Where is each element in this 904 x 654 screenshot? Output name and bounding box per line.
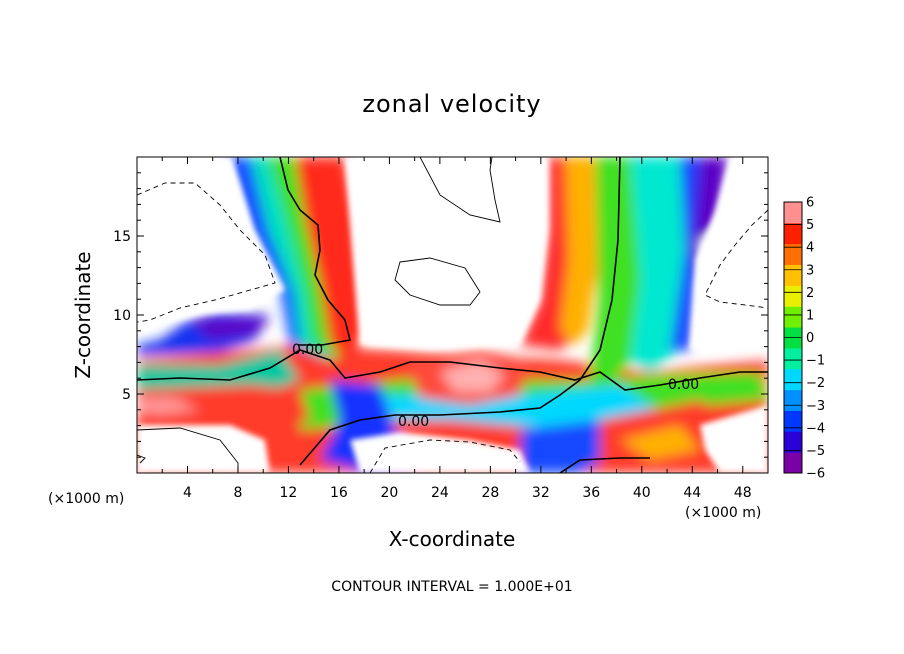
x-unit-left: (×1000 m): [48, 491, 124, 507]
colorbar-tick-label: 2: [806, 286, 814, 301]
x-tick-label: 12: [280, 485, 298, 501]
colorbar-swatch: [784, 368, 802, 391]
field-right-lower-orange: [620, 425, 700, 460]
contour-zero-mid: [299, 157, 621, 466]
contour-dashed-lower: [369, 439, 521, 473]
x-tick-label: 36: [582, 485, 600, 501]
x-tick-label: 8: [233, 485, 242, 501]
contour-thin-upper: [419, 157, 501, 223]
contour-label-middle: 0.00: [398, 414, 429, 430]
colorbar-swatch: [784, 410, 802, 432]
colorbar-swatch: [784, 306, 802, 328]
colorbar-tick-label: 5: [806, 218, 814, 233]
colorbar-tick-label: −6: [806, 467, 825, 482]
x-axis-label: X-coordinate: [389, 527, 516, 551]
contour-thin-inner: [394, 257, 481, 306]
colorbar-swatch: [784, 264, 802, 286]
colorbar-tick-label: −2: [806, 376, 825, 391]
colorbar-swatch: [784, 222, 802, 245]
colorbar: 6 5 4 3 2 1 0 −1 −2 −3 −4 −5 −6: [783, 196, 825, 482]
colorbar-tick-label: 4: [806, 241, 814, 256]
y-tick-label: 5: [122, 387, 131, 403]
field-central-plume-orange: [560, 157, 600, 345]
colorbar-tick-label: 1: [806, 308, 814, 323]
contour-interval-note: CONTOUR INTERVAL = 1.000E+01: [331, 579, 572, 595]
field-hotspot-core: [440, 360, 505, 392]
colorbar-tick-label: 6: [806, 196, 814, 211]
x-tick-label: 44: [683, 485, 701, 501]
x-axis: 4 8 12 16 20 24 28 32 36 40 44 48: [161, 157, 752, 501]
colorbar-swatch: [784, 243, 802, 266]
field-pink-left: [137, 398, 200, 415]
colorbar-swatch: [784, 202, 802, 224]
x-tick-label: 32: [532, 485, 550, 501]
field-left-plume-red: [295, 157, 366, 360]
colorbar-swatch: [784, 347, 802, 370]
field-left-wedge-purple: [190, 318, 270, 340]
contour-dashed-right: [704, 209, 768, 309]
contour-dashed-left: [137, 182, 276, 323]
field-left-band-red: [137, 385, 310, 430]
contour-zero-bottom: [559, 457, 650, 473]
colorbar-tick-label: −3: [806, 399, 825, 414]
field-white-lower-right: [700, 405, 768, 473]
colorbar-tick-label: −1: [806, 354, 825, 369]
contour-label-left: 0.00: [292, 342, 323, 358]
contour-thin-bottom: [137, 454, 146, 464]
colorbar-swatch: [784, 285, 802, 307]
field-left-band-cyan: [137, 350, 300, 395]
x-tick-label: 20: [380, 485, 398, 501]
velocity-field: 0.00 0.00 0.00: [137, 157, 768, 473]
contour-label-right: 0.00: [668, 377, 699, 393]
colorbar-swatch: [784, 431, 802, 453]
colorbar-tick-label: 0: [806, 331, 814, 346]
colorbar-tick-label: −5: [806, 444, 825, 459]
y-axis: 5 10 15: [113, 172, 768, 458]
colorbar-swatch: [784, 452, 802, 474]
colorbar-swatch: [784, 389, 802, 411]
y-axis-label: Z-coordinate: [71, 251, 95, 378]
x-tick-label: 4: [183, 485, 192, 501]
x-tick-label: 40: [633, 485, 651, 501]
contour-lines: [137, 157, 768, 473]
y-tick-label: 15: [113, 229, 131, 245]
colorbar-tick-label: 3: [806, 263, 814, 278]
x-unit-right: (×1000 m): [685, 505, 761, 521]
field-white-upper-left: [137, 157, 285, 330]
field-white-lower-center: [350, 432, 530, 473]
field-white-upper-center: [345, 157, 548, 350]
x-tick-label: 28: [481, 485, 499, 501]
x-tick-label: 16: [330, 485, 348, 501]
x-tick-label: 24: [431, 485, 449, 501]
contour-zero-left-plume: [279, 157, 351, 346]
y-tick-label: 10: [113, 308, 131, 324]
colorbar-tick-label: −4: [806, 421, 825, 436]
chart-title: zonal velocity: [362, 90, 541, 118]
x-tick-label: 48: [734, 485, 752, 501]
contour-zero-low: [137, 349, 768, 391]
